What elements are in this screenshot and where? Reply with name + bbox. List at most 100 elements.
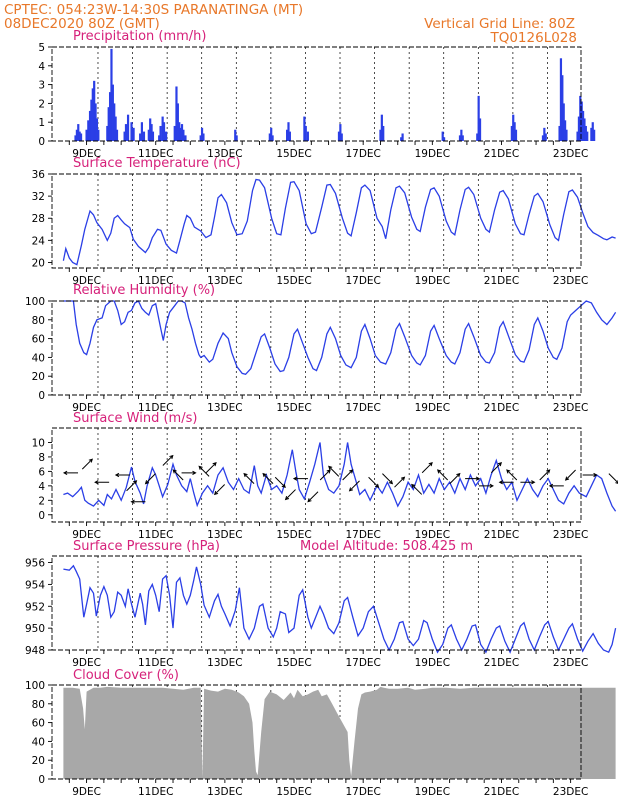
header: CPTEC: 054:23W-14:30S PARANATINGA (MT) 0… xyxy=(4,2,577,46)
y-tick-label: 36 xyxy=(32,169,46,181)
x-tick-label: 21DEC xyxy=(484,529,519,541)
precip-bar xyxy=(95,118,99,141)
precip-bar xyxy=(460,129,463,141)
y-tick-label: 956 xyxy=(25,558,45,570)
wind-title: Surface Wind (m/s) xyxy=(73,411,197,426)
x-tick-label: 17DEC xyxy=(345,275,380,287)
y-tick-label: 8 xyxy=(38,452,45,464)
wind-arrow xyxy=(126,480,138,492)
precip-bar xyxy=(124,124,128,141)
precip-bar xyxy=(142,131,146,141)
x-tick-label: 23DEC xyxy=(553,786,588,798)
y-tick-label: 80 xyxy=(32,699,45,711)
wind-arrow xyxy=(382,473,394,485)
precip-bar xyxy=(147,129,150,141)
precip-bar xyxy=(580,101,583,141)
precip-panel: 0 1 2 3 4 5 9DEC 11DEC 13DEC 15DEC 17DEC 19DEC 21DEC… xyxy=(38,29,596,160)
precip-bar xyxy=(126,114,130,141)
precip-bar xyxy=(586,131,589,141)
precip-bar xyxy=(179,127,182,141)
y-tick-label: 60 xyxy=(32,718,45,730)
precip-bar xyxy=(380,114,383,141)
precip-bar xyxy=(182,129,185,141)
precip-bar xyxy=(340,133,343,141)
wind-arrow xyxy=(307,491,319,503)
wind-arrow xyxy=(274,476,286,488)
precip-bar xyxy=(400,137,403,141)
x-tick-label: 17DEC xyxy=(345,529,380,541)
x-tick-label: 17DEC xyxy=(345,786,380,798)
precip-bar xyxy=(458,135,462,141)
wind-arrow xyxy=(94,480,110,485)
precip-bar xyxy=(583,118,586,141)
precip-bar xyxy=(441,131,444,141)
precip-bar xyxy=(562,103,565,141)
x-tick-label: 15DEC xyxy=(276,275,311,287)
y-tick-label: 2 xyxy=(38,98,45,110)
x-tick-label: 19DEC xyxy=(415,657,450,669)
y-tick-label: 948 xyxy=(25,645,45,657)
precip-y-axis: 0 1 2 3 4 5 xyxy=(38,42,52,148)
precip-bar xyxy=(159,125,162,141)
x-tick-label: 13DEC xyxy=(207,275,242,287)
model-code: TQ0126L028 xyxy=(489,30,577,46)
precip-bar xyxy=(175,86,178,141)
cloud-frame xyxy=(51,684,582,780)
precip-bar xyxy=(270,127,273,141)
x-tick-label: 21DEC xyxy=(484,275,519,287)
x-tick-label: 13DEC xyxy=(207,786,242,798)
x-tick-label: 21DEC xyxy=(484,786,519,798)
x-tick-label: 15DEC xyxy=(276,786,311,798)
precip-bar xyxy=(114,116,117,141)
wind-arrow xyxy=(348,480,360,492)
wind-arrow xyxy=(436,469,449,481)
wind-arrow xyxy=(328,465,340,477)
wind-arrow xyxy=(114,472,130,478)
x-tick-label: 9DEC xyxy=(72,786,101,798)
wind-arrow xyxy=(243,472,255,484)
rh-frame xyxy=(51,300,582,396)
temp-y-axis: 20 24 28 32 36 xyxy=(32,169,52,269)
x-tick-label: 11DEC xyxy=(138,402,173,414)
precip-bar xyxy=(115,129,119,141)
precip-bars xyxy=(74,48,596,141)
precip-bar xyxy=(559,58,563,141)
x-tick-label: 15DEC xyxy=(276,402,311,414)
cloud-x-axis: 9DEC 11DEC 13DEC 15DEC 17DEC 19DEC 21DEC 23DEC xyxy=(68,779,588,798)
y-tick-label: 4 xyxy=(38,61,45,73)
x-tick-label: 23DEC xyxy=(553,657,588,669)
precip-bar xyxy=(287,122,290,141)
precip-bar xyxy=(91,88,94,141)
rh-title: Relative Humidity (%) xyxy=(73,283,215,298)
precip-bar xyxy=(202,133,205,141)
precip-bar xyxy=(178,122,181,141)
precip-bar xyxy=(339,124,342,141)
wind-arrow xyxy=(498,480,514,485)
precip-bar xyxy=(158,135,161,141)
wind-x-axis: 9DEC 11DEC 13DEC 15DEC 17DEC 19DEC 21DEC 23DEC xyxy=(68,522,588,541)
x-tick-label: 21DEC xyxy=(484,148,519,160)
precip-bar xyxy=(543,127,546,141)
x-tick-label: 23DEC xyxy=(553,402,588,414)
pres-x-axis: 9DEC 11DEC 13DEC 15DEC 17DEC 19DEC 21DEC 23DEC xyxy=(68,650,588,669)
x-tick-label: 11DEC xyxy=(138,657,173,669)
y-tick-label: 3 xyxy=(38,80,45,92)
rh-x-axis: 9DEC 11DEC 13DEC 15DEC 17DEC 19DEC 21DEC 23DEC xyxy=(68,395,588,414)
x-tick-label: 21DEC xyxy=(484,402,519,414)
precip-bar xyxy=(577,116,581,141)
precip-bar xyxy=(337,131,341,141)
precip-bar xyxy=(579,95,582,141)
y-tick-label: 952 xyxy=(25,601,45,613)
precip-bar xyxy=(180,124,184,141)
precip-bar xyxy=(130,122,133,141)
precip-bar xyxy=(401,133,404,141)
precip-bar xyxy=(581,110,585,141)
wind-arrow xyxy=(262,472,274,484)
precip-bar xyxy=(87,120,90,141)
y-tick-label: 20 xyxy=(32,257,45,269)
precip-bar xyxy=(306,131,309,141)
wind-arrow xyxy=(608,473,618,484)
x-tick-label: 23DEC xyxy=(553,275,588,287)
precip-bar xyxy=(234,129,237,141)
